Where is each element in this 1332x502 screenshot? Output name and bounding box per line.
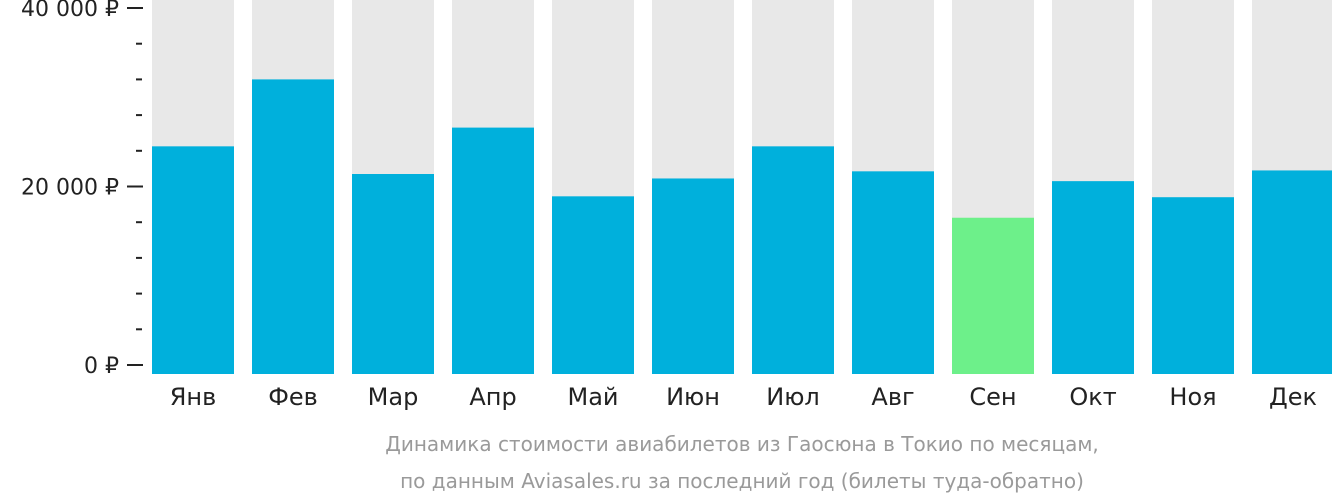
chart-caption-line-1: Динамика стоимости авиабилетов из Гаосюн… [385, 432, 1099, 456]
bar-Авг[interactable] [852, 171, 934, 374]
x-axis-labels: Янв Фев Мар Апр Май Июн Июл Авг Сен Окт Ноя Дек [170, 383, 1317, 411]
x-tick-label: Дек [1269, 383, 1317, 411]
bar-Фев[interactable] [252, 79, 334, 375]
y-tick-label: 0 ₽ [84, 354, 119, 379]
bar-Май[interactable] [552, 196, 634, 374]
bar-Мар[interactable] [352, 174, 434, 374]
bar-Окт[interactable] [1052, 181, 1134, 374]
x-tick-label: Мар [368, 383, 419, 411]
x-tick-label: Фев [268, 383, 318, 411]
bar-Сен[interactable] [952, 217, 1034, 374]
x-tick-label: Июн [666, 383, 720, 411]
x-tick-label: Июл [766, 383, 820, 411]
bar-Ноя[interactable] [1152, 197, 1234, 374]
x-tick-label: Апр [469, 383, 516, 411]
x-tick-label: Май [567, 383, 618, 411]
x-tick-label: Окт [1069, 383, 1116, 411]
x-tick-label: Ноя [1169, 383, 1216, 411]
x-tick-label: Янв [170, 383, 217, 411]
bar-Янв[interactable] [152, 146, 234, 374]
y-tick-label: 40 000 ₽ [21, 0, 119, 22]
value-bars [152, 79, 1332, 375]
chart-caption-line-2: по данным Aviasales.ru за последний год … [400, 469, 1084, 493]
bar-Апр[interactable] [452, 127, 534, 374]
bar-Июл[interactable] [752, 146, 834, 374]
bar-Дек[interactable] [1252, 170, 1332, 374]
bar-Июн[interactable] [652, 178, 734, 374]
x-tick-label: Авг [871, 383, 914, 411]
y-axis: 0 ₽ 20 000 ₽ 40 000 ₽ [21, 0, 143, 379]
y-tick-label: 20 000 ₽ [21, 176, 119, 201]
x-tick-label: Сен [969, 383, 1016, 411]
